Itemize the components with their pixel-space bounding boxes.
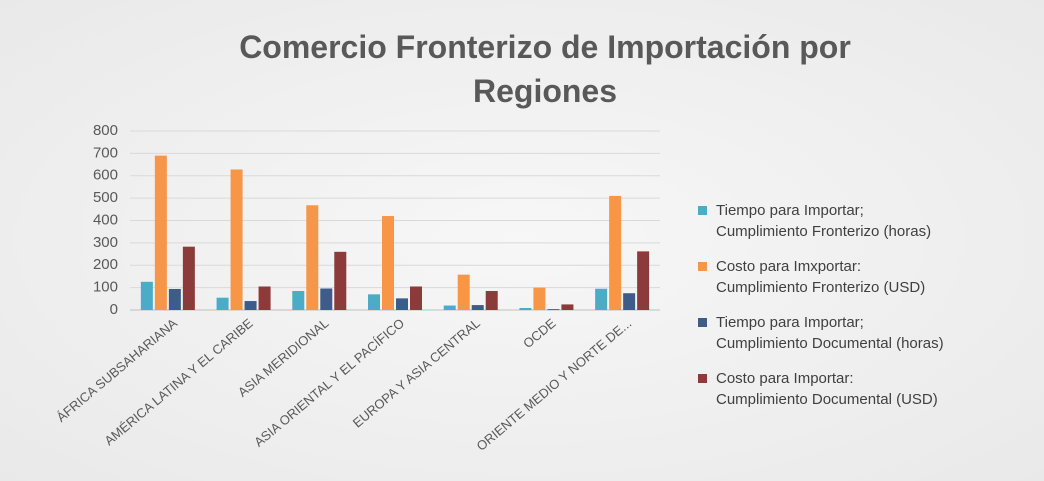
bar	[471, 305, 484, 310]
bar	[292, 290, 305, 310]
y-tick-label: 300	[93, 234, 118, 251]
bar	[168, 288, 181, 310]
bar	[561, 304, 574, 310]
bar	[533, 287, 546, 310]
legend: Tiempo para Importar; Cumplimiento Front…	[698, 200, 944, 424]
bar	[230, 169, 243, 310]
bar	[368, 294, 380, 310]
bar	[485, 290, 498, 310]
bar	[182, 246, 195, 310]
y-tick-label: 800	[93, 122, 118, 139]
legend-label: Tiempo para Importar; Cumplimiento Front…	[716, 202, 932, 240]
bar	[216, 297, 229, 310]
bar	[258, 286, 271, 310]
bar	[320, 288, 333, 310]
bar	[140, 281, 153, 310]
bar	[334, 251, 347, 310]
legend-item: Tiempo para Importar; Cumplimiento Docum…	[698, 312, 944, 354]
bar	[547, 309, 560, 310]
bar	[154, 155, 167, 310]
bar	[457, 274, 470, 310]
bar	[609, 195, 622, 310]
y-tick-label: 0	[110, 301, 118, 318]
legend-label: Costo para Imxportar: Cumplimiento Front…	[716, 258, 926, 296]
y-tick-label: 100	[93, 279, 118, 296]
bar	[637, 251, 650, 310]
bar	[443, 305, 456, 310]
legend-item: Costo para Importar: Cumplimiento Docume…	[698, 368, 944, 410]
bar	[410, 286, 422, 310]
x-tick-label: EUROPA Y ASIA CENTRAL	[350, 315, 483, 430]
legend-label: Costo para Importar: Cumplimiento Docume…	[716, 370, 938, 408]
x-tick-label: AMÉRICA LATINA Y EL CARIBE	[101, 315, 256, 448]
legend-swatch	[698, 206, 707, 215]
y-tick-label: 200	[93, 256, 118, 273]
y-tick-label: 500	[93, 189, 118, 206]
legend-item: Tiempo para Importar; Cumplimiento Front…	[698, 200, 944, 242]
legend-swatch	[698, 318, 707, 327]
x-tick-label: ORIENTE MEDIO Y NORTE DE...	[474, 315, 635, 453]
bar	[382, 216, 394, 310]
legend-swatch	[698, 262, 707, 271]
bar	[519, 307, 532, 310]
x-tick-label: ÁFRICA SUBSAHARIANA	[54, 315, 181, 425]
legend-item: Costo para Imxportar: Cumplimiento Front…	[698, 256, 944, 298]
legend-swatch	[698, 374, 707, 383]
chart-title: Comercio Fronterizo de Importación por Re…	[239, 29, 851, 109]
x-tick-label: OCDE	[520, 315, 559, 351]
bar	[396, 298, 408, 310]
bar	[244, 301, 257, 310]
bar	[595, 288, 608, 310]
bar	[306, 205, 319, 310]
y-tick-label: 400	[93, 211, 118, 228]
bar	[623, 293, 636, 310]
legend-label: Tiempo para Importar; Cumplimiento Docum…	[716, 314, 944, 352]
y-tick-label: 600	[93, 167, 118, 184]
y-tick-label: 700	[93, 144, 118, 161]
x-tick-label: ASIA ORIENTAL Y EL PACÍFICO	[251, 315, 407, 449]
